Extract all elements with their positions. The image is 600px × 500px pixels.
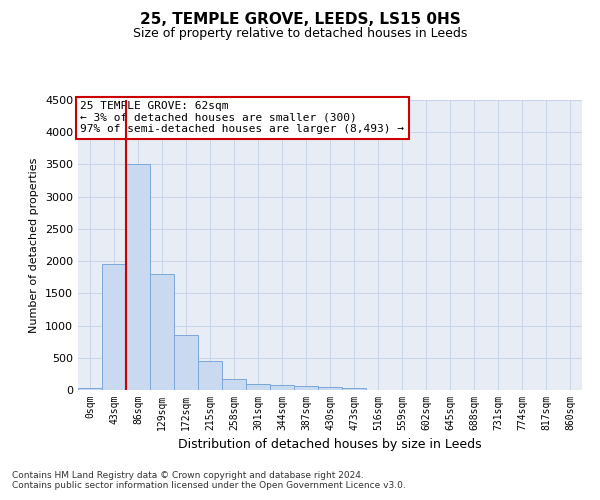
Bar xyxy=(126,164,150,390)
Bar xyxy=(342,388,366,390)
Bar xyxy=(174,335,198,390)
X-axis label: Distribution of detached houses by size in Leeds: Distribution of detached houses by size … xyxy=(178,438,482,452)
Bar xyxy=(222,378,246,390)
Text: 25 TEMPLE GROVE: 62sqm
← 3% of detached houses are smaller (300)
97% of semi-det: 25 TEMPLE GROVE: 62sqm ← 3% of detached … xyxy=(80,102,404,134)
Bar xyxy=(150,274,174,390)
Text: Size of property relative to detached houses in Leeds: Size of property relative to detached ho… xyxy=(133,28,467,40)
Y-axis label: Number of detached properties: Number of detached properties xyxy=(29,158,40,332)
Bar xyxy=(270,385,294,390)
Bar xyxy=(102,264,126,390)
Bar xyxy=(246,384,270,390)
Bar xyxy=(78,388,102,390)
Bar xyxy=(318,387,342,390)
Text: 25, TEMPLE GROVE, LEEDS, LS15 0HS: 25, TEMPLE GROVE, LEEDS, LS15 0HS xyxy=(140,12,460,28)
Text: Contains HM Land Registry data © Crown copyright and database right 2024.
Contai: Contains HM Land Registry data © Crown c… xyxy=(12,470,406,490)
Bar xyxy=(294,386,318,390)
Bar xyxy=(198,361,222,390)
